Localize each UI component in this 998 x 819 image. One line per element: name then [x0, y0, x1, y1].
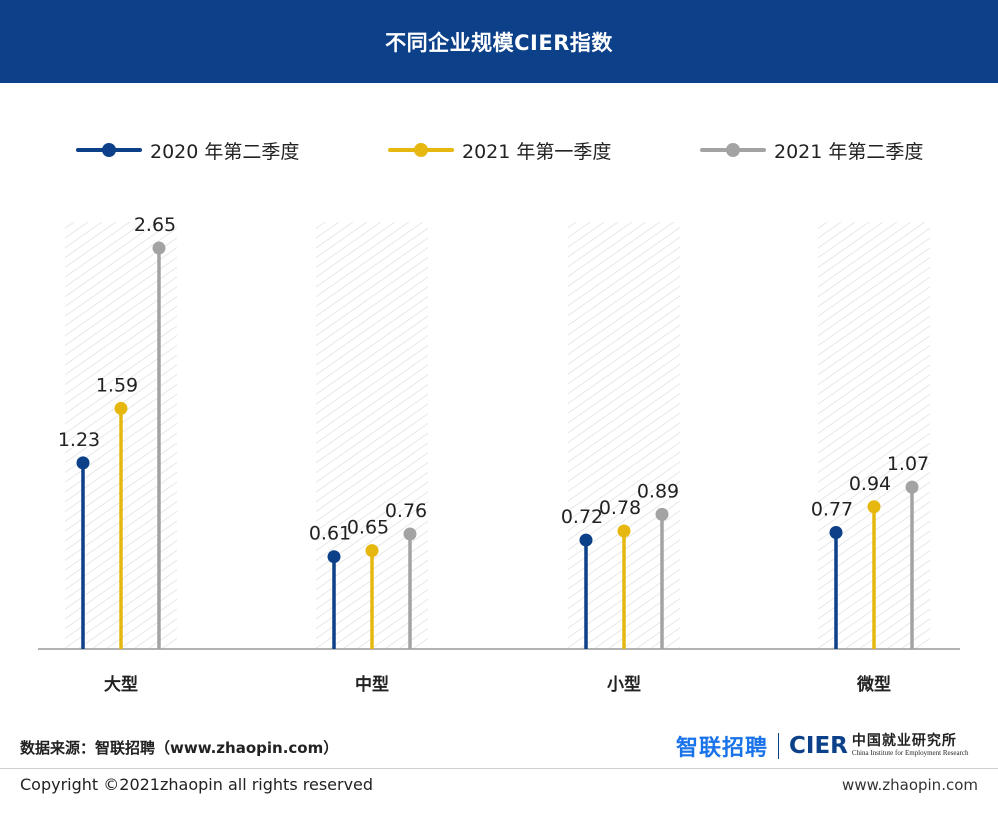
legend-label: 2021 年第一季度 [462, 140, 612, 163]
data-label: 0.94 [849, 473, 891, 495]
legend-dot [414, 143, 428, 157]
data-label: 1.23 [58, 429, 100, 451]
chart-marks: 大型1.231.592.65中型0.610.650.76小型0.720.780.… [58, 214, 929, 695]
legend-item-series-2: 2021 年第一季度 [388, 130, 611, 170]
data-label: 0.89 [637, 480, 679, 502]
data-label: 0.77 [811, 498, 853, 520]
data-point [867, 500, 881, 514]
website-link[interactable]: www.zhaopin.com [842, 776, 978, 794]
legend-marker-series-3 [700, 130, 766, 170]
legend-label: 2020 年第二季度 [150, 140, 300, 163]
data-point [114, 401, 128, 415]
data-point [327, 550, 341, 564]
brand-logos: 智联招聘 CIER 中国就业研究所 China Institute for Em… [676, 728, 969, 764]
legend-item-series-1: 2020 年第二季度 [76, 130, 299, 170]
data-point [617, 524, 631, 538]
x-tick-label: 小型 [607, 674, 641, 695]
page-title: 不同企业规模CIER指数 [385, 30, 613, 55]
data-label: 1.07 [887, 453, 929, 475]
header-banner: 不同企业规模CIER指数 [0, 0, 998, 83]
chart-legend: 2020 年第二季度 2021 年第一季度 2021 年第二季度 [0, 130, 998, 170]
data-label: 0.65 [347, 517, 389, 539]
data-label: 2.65 [134, 214, 176, 236]
cier-org-name-en: China Institute for Employment Research [851, 749, 969, 757]
data-point [829, 525, 843, 539]
data-label: 0.78 [599, 497, 641, 519]
legend-item-series-3: 2021 年第二季度 [700, 130, 923, 170]
legend-label: 2021 年第二季度 [774, 140, 924, 163]
data-source-note: 数据来源：智联招聘（www.zhaopin.com） [20, 739, 339, 757]
data-label: 0.61 [309, 523, 351, 545]
data-label: 1.59 [96, 374, 138, 396]
data-point [365, 544, 379, 558]
data-point [76, 456, 90, 470]
data-point [403, 527, 417, 541]
cier-logo: CIER [789, 733, 848, 759]
footer-divider [0, 768, 998, 769]
legend-marker-series-2 [388, 130, 454, 170]
data-point [655, 507, 669, 521]
data-point [579, 533, 593, 547]
legend-marker-series-1 [76, 130, 142, 170]
hatched-backgrounds [65, 222, 930, 649]
data-point [905, 480, 919, 494]
lollipop-chart: 大型1.231.592.65中型0.610.650.76小型0.720.780.… [38, 214, 960, 695]
data-label: 0.76 [385, 500, 427, 522]
data-label: 0.72 [561, 506, 603, 528]
legend-dot [726, 143, 740, 157]
data-point [152, 241, 166, 255]
logo-divider [778, 733, 780, 759]
copyright-text: Copyright ©2021zhaopin all rights reserv… [20, 775, 374, 794]
cier-org-name-cn: 中国就业研究所 [851, 733, 957, 749]
zhaopin-logo: 智联招聘 [676, 736, 769, 761]
cier-org-name: 中国就业研究所 China Institute for Employment R… [852, 734, 969, 758]
legend-dot [102, 143, 116, 157]
x-tick-label: 大型 [104, 674, 138, 695]
x-tick-label: 微型 [856, 674, 891, 695]
x-tick-label: 中型 [355, 674, 389, 695]
